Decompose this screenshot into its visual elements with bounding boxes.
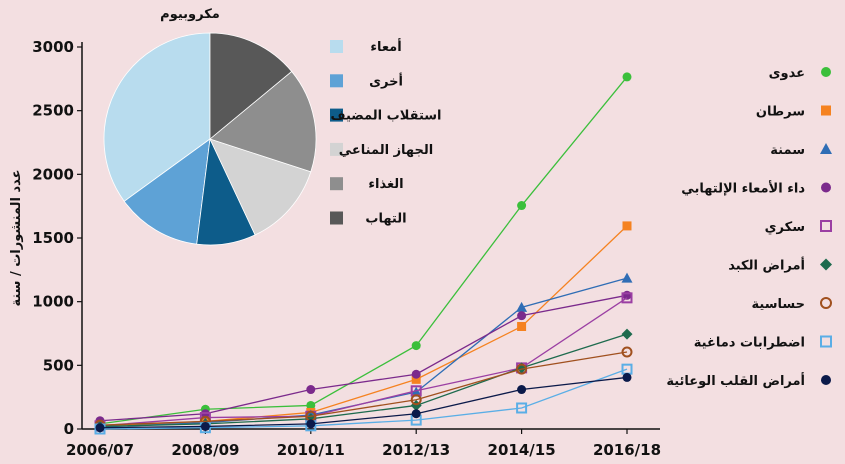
series-line: [99, 76, 628, 425]
series-6: [94, 346, 633, 431]
pie-legend-swatch: [330, 177, 343, 191]
series-8: [95, 372, 632, 433]
y-tick-label: 1000: [32, 293, 74, 311]
pie-legend-label: التهاب: [365, 212, 406, 227]
data-point: [517, 385, 527, 395]
series-line: [99, 351, 628, 426]
data-point: [621, 272, 633, 283]
series-line: [99, 225, 628, 428]
legend-marker: [820, 220, 832, 232]
pie-legend: أمعاء أخرى استقلاب المضيف الجهاز المناعي الغ…: [330, 38, 442, 227]
pie-legend-swatch: [330, 74, 343, 88]
legend-label: حساسية: [752, 297, 805, 312]
legend-marker: [820, 335, 832, 348]
pie-chart: مكروبيوم: [103, 7, 317, 246]
legend-marker: [820, 297, 832, 309]
pie-slice: [123, 138, 211, 245]
y-tick-label: 3000: [32, 38, 74, 56]
pie-legend-swatch: [330, 108, 343, 122]
data-point: [411, 369, 421, 379]
legend-label: اضطرابات دماغية: [694, 336, 805, 351]
line-legend: عدوى سرطان سمنة داء الأمعاء الإلتهابي سكري أم…: [666, 66, 832, 389]
series-line: [99, 277, 628, 428]
pie-legend-swatch: [330, 142, 343, 156]
y-tick-label: 0: [64, 420, 74, 438]
series-line: [99, 368, 628, 430]
pie-legend-swatch: [330, 211, 343, 225]
series-line: [99, 376, 628, 429]
series-line: [99, 333, 628, 428]
pie-legend-label: الجهاز المناعي: [339, 143, 433, 158]
series-line: [99, 294, 628, 422]
pie-legend-label: أمعاء: [370, 38, 401, 55]
legend-label: سمنة: [770, 143, 805, 158]
pie-legend-label: استقلاب المضيف: [330, 109, 441, 124]
x-tick-label: 2010/11: [277, 441, 345, 459]
data-point: [200, 421, 210, 431]
data-point: [411, 409, 421, 419]
pie-slice: [209, 138, 312, 236]
data-point: [516, 363, 528, 375]
data-point: [411, 341, 421, 351]
pie-title: مكروبيوم: [160, 7, 220, 22]
line-chart-axes: 0 500 1000 1500 2000 2500 3000 2006/07 2008/09 20…: [9, 38, 661, 459]
line-chart-series: [94, 72, 633, 435]
data-point: [306, 400, 316, 410]
data-point: [517, 201, 527, 211]
legend-marker: [820, 258, 832, 271]
series-line: [99, 297, 628, 427]
legend-label: داء الأمعاء الإلتهابي: [681, 180, 805, 197]
pie-slice: [209, 70, 317, 173]
legend-marker: [821, 182, 831, 193]
y-tick-label: 2500: [32, 102, 74, 120]
y-tick-label: 2000: [32, 165, 74, 183]
data-point: [306, 385, 316, 395]
data-point: [517, 311, 527, 321]
x-tick-label: 2014/15: [488, 441, 556, 459]
pie-legend-swatch: [330, 40, 343, 53]
legend-label: عدوى: [769, 66, 805, 81]
data-point: [411, 374, 421, 384]
data-point: [516, 402, 528, 414]
y-tick-label: 1500: [32, 229, 74, 247]
y-tick-label: 500: [43, 356, 74, 374]
pie-slice: [209, 32, 293, 140]
series-1: [95, 221, 632, 431]
legend-marker: [821, 67, 831, 77]
data-point: [306, 419, 316, 429]
data-point: [516, 301, 528, 312]
x-tick-label: 2008/09: [171, 441, 239, 459]
series-4: [94, 292, 633, 432]
data-point: [621, 292, 633, 304]
data-point: [621, 328, 633, 340]
data-point: [622, 372, 632, 382]
pie-legend-label: أخرى: [369, 72, 403, 89]
legend-marker: [821, 375, 831, 385]
legend-label: سرطان: [756, 105, 805, 120]
data-point: [622, 221, 632, 231]
x-tick-label: 2016/18: [593, 441, 661, 459]
data-point: [621, 346, 633, 358]
legend-label: أمراض الكبد: [728, 257, 805, 274]
y-axis-label: عدد المنشورات / سنة: [9, 169, 24, 306]
pie-legend-label: الغذاء: [368, 177, 403, 192]
x-tick-label: 2006/07: [66, 441, 134, 459]
legend-label: سكري: [765, 220, 805, 235]
data-point: [95, 423, 105, 433]
data-point: [517, 321, 527, 331]
series-5: [94, 328, 633, 432]
legend-marker: [820, 143, 832, 154]
data-point: [622, 72, 632, 82]
data-point: [410, 386, 422, 397]
pie-slice: [103, 32, 211, 202]
x-tick-label: 2012/13: [382, 441, 450, 459]
legend-label: أمراض القلب الوعائية: [666, 372, 805, 389]
legend-marker: [821, 105, 831, 116]
data-point: [410, 394, 422, 406]
